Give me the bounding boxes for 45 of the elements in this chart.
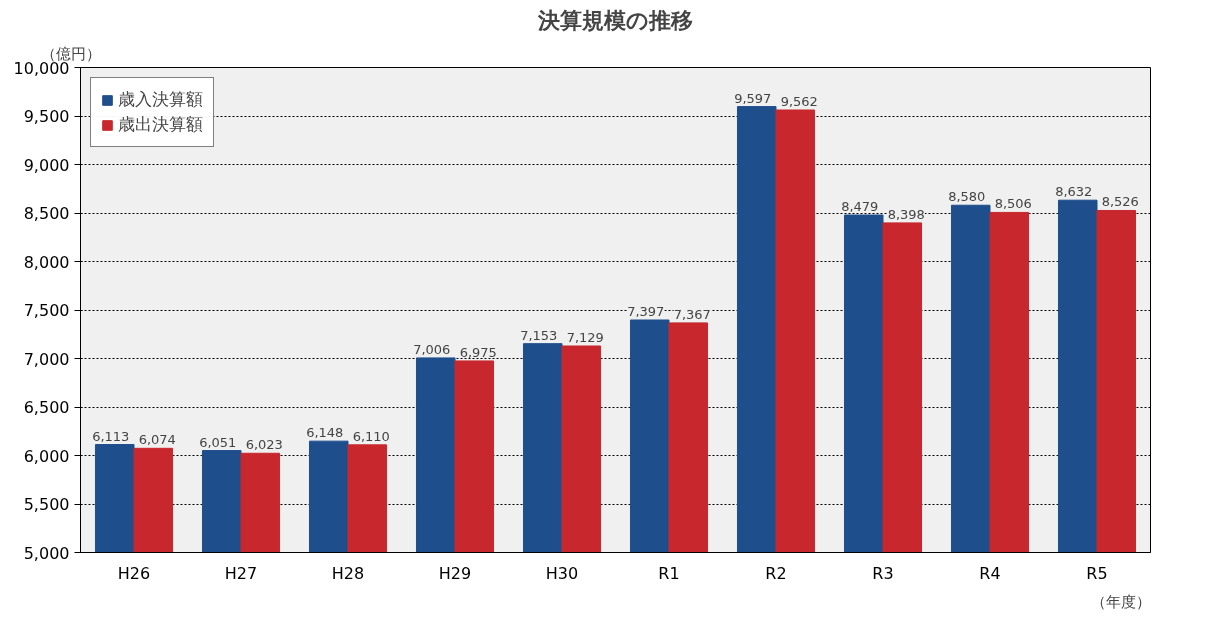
x-tick-label: R2 [765,563,787,583]
legend-label: 歳入決算額 [118,88,203,111]
data-label: 7,367 [673,306,711,322]
x-tick-label: R1 [658,563,680,583]
y-tick-label: 9,000 [23,155,70,175]
y-tick-label: 6,500 [23,398,70,417]
data-label: 8,580 [948,189,986,205]
y-tick-label: 7,000 [23,349,70,369]
data-label: 7,006 [413,341,451,357]
data-label: 7,397 [627,303,665,319]
data-label: 6,110 [352,428,390,444]
data-label: 6,074 [138,432,176,448]
x-axis-title: （年度） [1090,592,1151,611]
data-label: 7,153 [520,327,558,343]
data-label: 6,113 [92,428,130,444]
chart-title: 決算規模の推移 [537,7,693,33]
data-label: 6,051 [199,434,237,450]
data-label: 8,632 [1055,184,1093,200]
y-axis-title: （億円） [40,44,101,63]
data-label: 6,975 [459,344,497,360]
x-tick-label: H28 [331,563,365,583]
data-label: 8,506 [994,196,1032,212]
y-tick-label: 6,000 [23,446,70,466]
x-tick-label: H26 [117,563,151,583]
data-label: 7,129 [566,329,604,345]
y-tick-label: 8,500 [23,204,70,223]
y-tick-label: 7,500 [23,301,70,320]
y-tick-label: 5,500 [23,495,70,514]
data-label: 8,526 [1101,194,1139,210]
data-label: 9,562 [780,93,818,109]
data-label: 9,597 [734,90,772,106]
data-label: 8,398 [887,206,925,222]
y-tick-label: 9,500 [23,107,70,126]
y-tick-label: 5,000 [23,543,70,563]
x-tick-label: H29 [438,563,472,583]
x-tick-label: R4 [979,563,1001,583]
x-tick-label: H27 [224,563,258,583]
x-tick-label: R5 [1086,563,1108,583]
y-tick-label: 8,000 [23,252,70,272]
data-label: 8,479 [841,199,879,215]
x-tick-label: H30 [545,563,579,583]
x-tick-label: R3 [872,563,894,583]
data-label: 6,148 [306,425,344,441]
data-label: 6,023 [245,437,283,453]
legend-label: 歳出決算額 [118,113,203,136]
